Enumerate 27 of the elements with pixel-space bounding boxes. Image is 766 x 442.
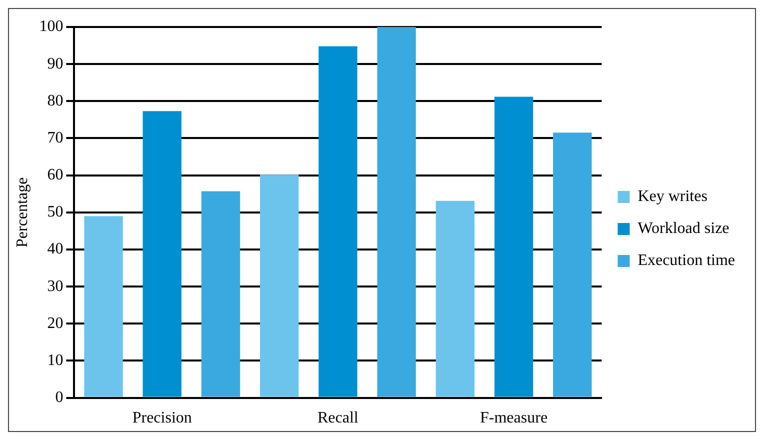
y-tick-label: 10: [47, 352, 64, 369]
bar: [494, 96, 534, 397]
y-tick-label: 30: [47, 278, 64, 295]
y-tick-label: 90: [47, 55, 64, 72]
bar: [318, 46, 358, 397]
bar: [201, 191, 240, 397]
bar: [553, 132, 592, 397]
y-tick-label: 40: [47, 240, 64, 258]
x-tick-label: Precision: [132, 410, 192, 427]
bar: [142, 111, 182, 397]
y-tick-label: 20: [47, 314, 64, 332]
y-tick-label: 80: [47, 92, 64, 110]
x-tick-label: F-measure: [480, 410, 548, 427]
y-tick-label: 50: [47, 204, 64, 221]
bar: [84, 216, 123, 397]
legend-label: Execution time: [638, 252, 736, 270]
legend-label: Workload size: [638, 220, 730, 238]
bar: [377, 27, 416, 397]
y-tick-label: 70: [47, 129, 64, 146]
y-tick-label: 60: [47, 166, 64, 184]
y-axis-title: Percentage: [14, 177, 31, 248]
y-tick-label: 100: [39, 18, 64, 36]
bar: [436, 200, 475, 397]
legend-label: Key writes: [638, 188, 708, 206]
x-tick-label: Recall: [318, 410, 359, 427]
bar: [260, 174, 299, 397]
y-tick-label: 0: [55, 389, 64, 406]
